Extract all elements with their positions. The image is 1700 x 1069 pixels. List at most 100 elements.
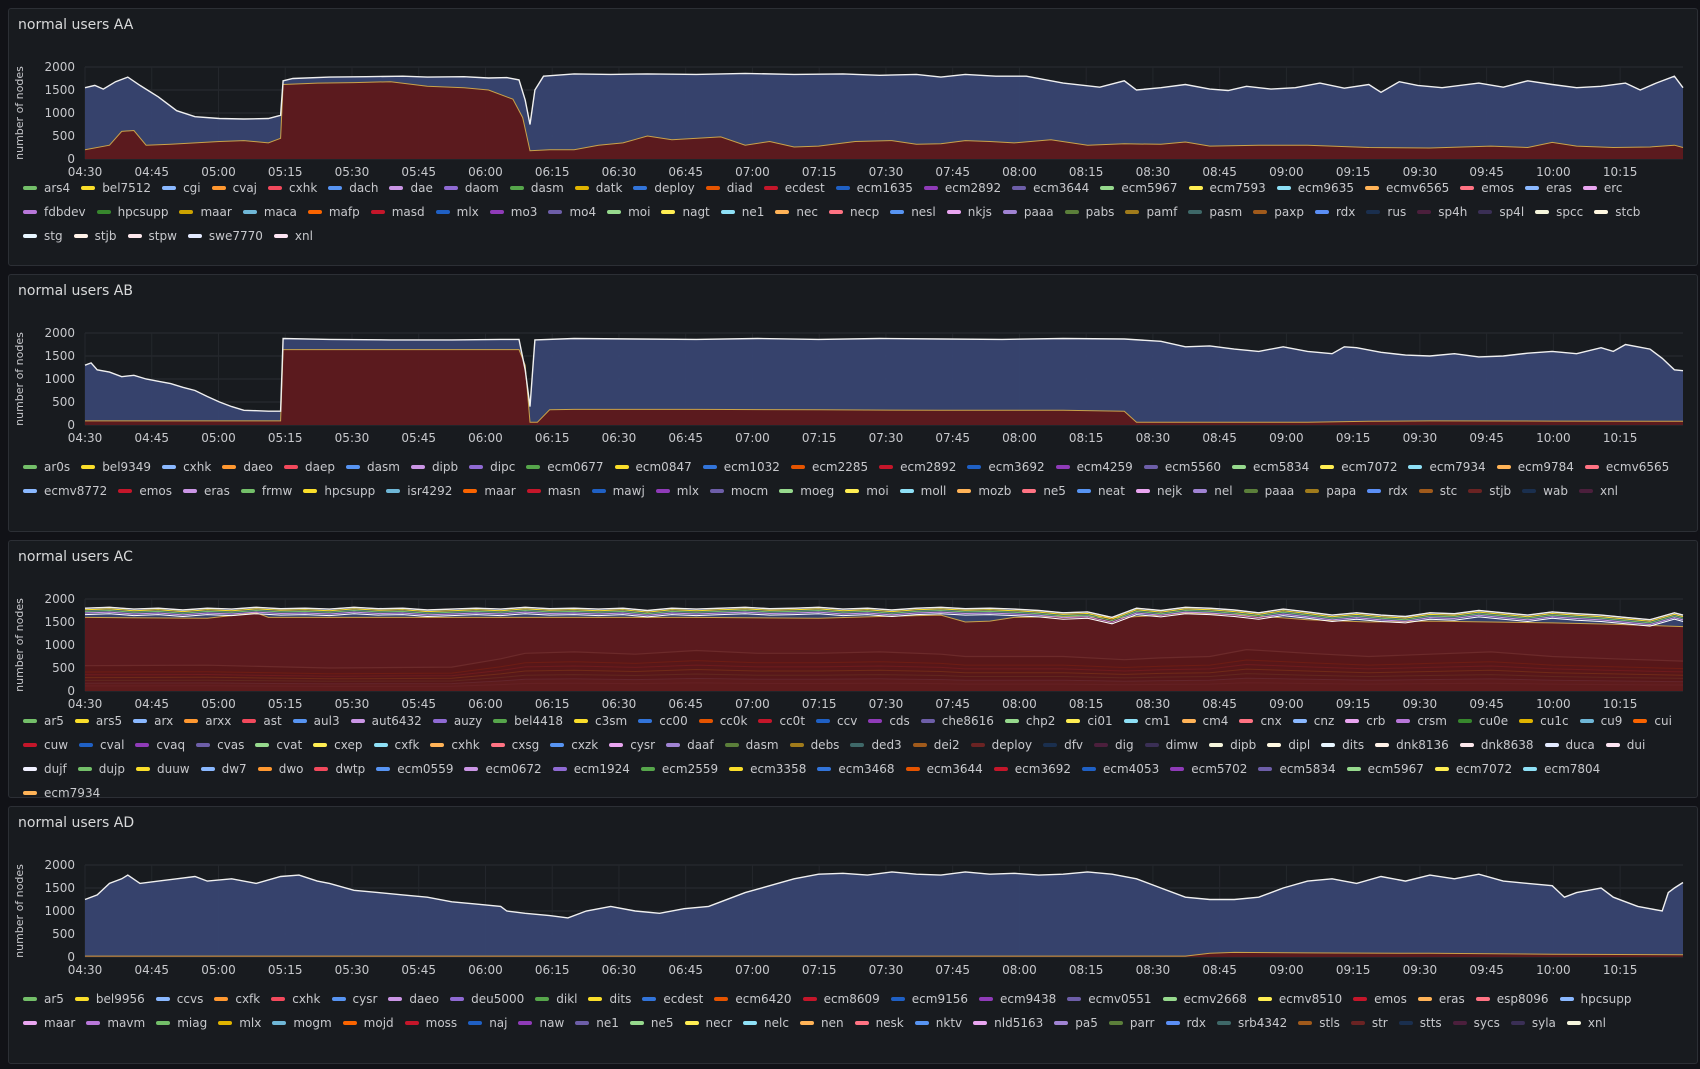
legend-item[interactable]: dimw xyxy=(1144,733,1198,757)
legend-item[interactable]: syla xyxy=(1510,1011,1556,1035)
panel-title[interactable]: normal users AA xyxy=(18,17,134,33)
legend-item[interactable]: bel4418 xyxy=(493,709,563,733)
legend-item[interactable]: ar5 xyxy=(23,987,64,1011)
legend-item[interactable]: necr xyxy=(684,1011,732,1035)
legend-item[interactable]: cc0t xyxy=(758,709,805,733)
legend-item[interactable]: ecm7804 xyxy=(1523,757,1600,781)
legend-item[interactable]: maar xyxy=(463,479,516,503)
legend-item[interactable]: mlx xyxy=(218,1011,261,1035)
legend-item[interactable]: emos xyxy=(1353,987,1407,1011)
legend-item[interactable]: cui xyxy=(1633,709,1672,733)
legend-item[interactable]: dnk8638 xyxy=(1459,733,1534,757)
legend-item[interactable]: cysr xyxy=(331,987,377,1011)
legend-item[interactable]: mlx xyxy=(655,479,699,503)
legend-item[interactable]: dipc xyxy=(469,455,515,479)
legend-item[interactable]: cuw xyxy=(23,733,68,757)
legend-item[interactable]: ecm1032 xyxy=(702,455,780,479)
legend-item[interactable]: mawj xyxy=(591,479,645,503)
legend-item[interactable]: daep xyxy=(284,455,335,479)
legend-item[interactable]: naj xyxy=(468,1011,507,1035)
legend-item[interactable]: ecm1635 xyxy=(835,176,913,200)
legend-item[interactable]: dikl xyxy=(535,987,577,1011)
legend-item[interactable]: fdbdev xyxy=(23,200,86,224)
legend-item[interactable]: papa xyxy=(1305,479,1356,503)
legend-item[interactable]: ci01 xyxy=(1066,709,1113,733)
legend-item[interactable]: ecdest xyxy=(642,987,703,1011)
legend-item[interactable]: ecm5702 xyxy=(1170,757,1247,781)
legend-item[interactable]: masd xyxy=(370,200,425,224)
legend-item[interactable]: ecm3644 xyxy=(905,757,983,781)
legend-item[interactable]: cxzk xyxy=(550,733,598,757)
legend-item[interactable]: dnk8136 xyxy=(1375,733,1449,757)
legend-item[interactable]: deploy xyxy=(633,176,695,200)
legend-item[interactable]: parr xyxy=(1108,1011,1155,1035)
legend-item[interactable]: ecm3692 xyxy=(993,757,1071,781)
legend-item[interactable]: str xyxy=(1350,1011,1388,1035)
legend-item[interactable]: cm1 xyxy=(1123,709,1171,733)
legend-item[interactable]: xnl xyxy=(273,224,313,248)
legend-item[interactable]: dig xyxy=(1094,733,1134,757)
legend-item[interactable]: bel9956 xyxy=(74,987,145,1011)
legend-item[interactable]: hpcsupp xyxy=(303,479,375,503)
legend-item[interactable]: auzy xyxy=(432,709,482,733)
legend-item[interactable]: crsm xyxy=(1396,709,1447,733)
legend-item[interactable]: aul3 xyxy=(292,709,340,733)
legend-item[interactable]: daaf xyxy=(666,733,714,757)
legend-item[interactable]: rdx xyxy=(1367,479,1408,503)
legend-item[interactable]: cu0e xyxy=(1457,709,1508,733)
legend-item[interactable]: stc xyxy=(1418,479,1457,503)
legend-item[interactable]: ecm2892 xyxy=(879,455,956,479)
legend-item[interactable]: nel xyxy=(1193,479,1233,503)
legend-item[interactable]: pamf xyxy=(1125,200,1177,224)
legend-item[interactable]: dits xyxy=(1321,733,1364,757)
legend-item[interactable]: stg xyxy=(23,224,63,248)
legend-item[interactable]: moss xyxy=(404,1011,457,1035)
legend-item[interactable]: deu5000 xyxy=(450,987,524,1011)
legend-item[interactable]: ecmv2668 xyxy=(1162,987,1247,1011)
legend-item[interactable]: ccvs xyxy=(155,987,203,1011)
legend-item[interactable]: ecm5834 xyxy=(1232,455,1309,479)
legend-item[interactable]: emos xyxy=(1460,176,1514,200)
legend-item[interactable]: nesl xyxy=(890,200,936,224)
panel-title[interactable]: normal users AD xyxy=(18,815,135,831)
legend-item[interactable]: spcc xyxy=(1535,200,1583,224)
legend-item[interactable]: ecm3692 xyxy=(967,455,1045,479)
legend-item[interactable]: nelc xyxy=(743,1011,789,1035)
legend-item[interactable]: dasm xyxy=(509,176,564,200)
legend-item[interactable]: mo3 xyxy=(489,200,537,224)
legend-item[interactable]: ecm4259 xyxy=(1055,455,1133,479)
legend-item[interactable]: daeo xyxy=(222,455,273,479)
legend-item[interactable]: dasm xyxy=(346,455,400,479)
legend-item[interactable]: ecm5967 xyxy=(1100,176,1178,200)
legend-item[interactable]: dui xyxy=(1605,733,1645,757)
legend-item[interactable]: duuw xyxy=(135,757,190,781)
legend-item[interactable]: cxsg xyxy=(490,733,539,757)
legend-item[interactable]: eras xyxy=(1417,987,1465,1011)
legend-item[interactable]: ecdest xyxy=(763,176,825,200)
legend-item[interactable]: mlx xyxy=(435,200,479,224)
legend-item[interactable]: bel7512 xyxy=(81,176,151,200)
legend-item[interactable]: ars4 xyxy=(23,176,70,200)
legend-item[interactable]: wab xyxy=(1522,479,1568,503)
legend-item[interactable]: nkjs xyxy=(946,200,992,224)
panel-title[interactable]: normal users AB xyxy=(18,283,133,299)
legend-item[interactable]: nen xyxy=(799,1011,844,1035)
legend-item[interactable]: ecm2892 xyxy=(923,176,1001,200)
legend-item[interactable]: mozb xyxy=(957,479,1011,503)
legend-item[interactable]: necp xyxy=(828,200,879,224)
legend-item[interactable]: ecm9156 xyxy=(890,987,968,1011)
legend-item[interactable]: ecm7072 xyxy=(1434,757,1512,781)
legend-item[interactable]: ne5 xyxy=(629,1011,674,1035)
legend-item[interactable]: ecm7593 xyxy=(1188,176,1266,200)
legend-item[interactable]: moi xyxy=(607,200,650,224)
legend-item[interactable]: moi xyxy=(845,479,889,503)
legend-item[interactable]: ar0s xyxy=(23,455,70,479)
legend-item[interactable]: dujf xyxy=(23,757,67,781)
legend-item[interactable]: cc00 xyxy=(638,709,688,733)
legend-item[interactable]: naw xyxy=(518,1011,564,1035)
legend-item[interactable]: cxhk xyxy=(268,176,317,200)
legend-item[interactable]: ecmv8772 xyxy=(23,479,107,503)
legend-item[interactable]: chp2 xyxy=(1004,709,1055,733)
legend-item[interactable]: nagt xyxy=(661,200,710,224)
legend-item[interactable]: cgi xyxy=(162,176,201,200)
